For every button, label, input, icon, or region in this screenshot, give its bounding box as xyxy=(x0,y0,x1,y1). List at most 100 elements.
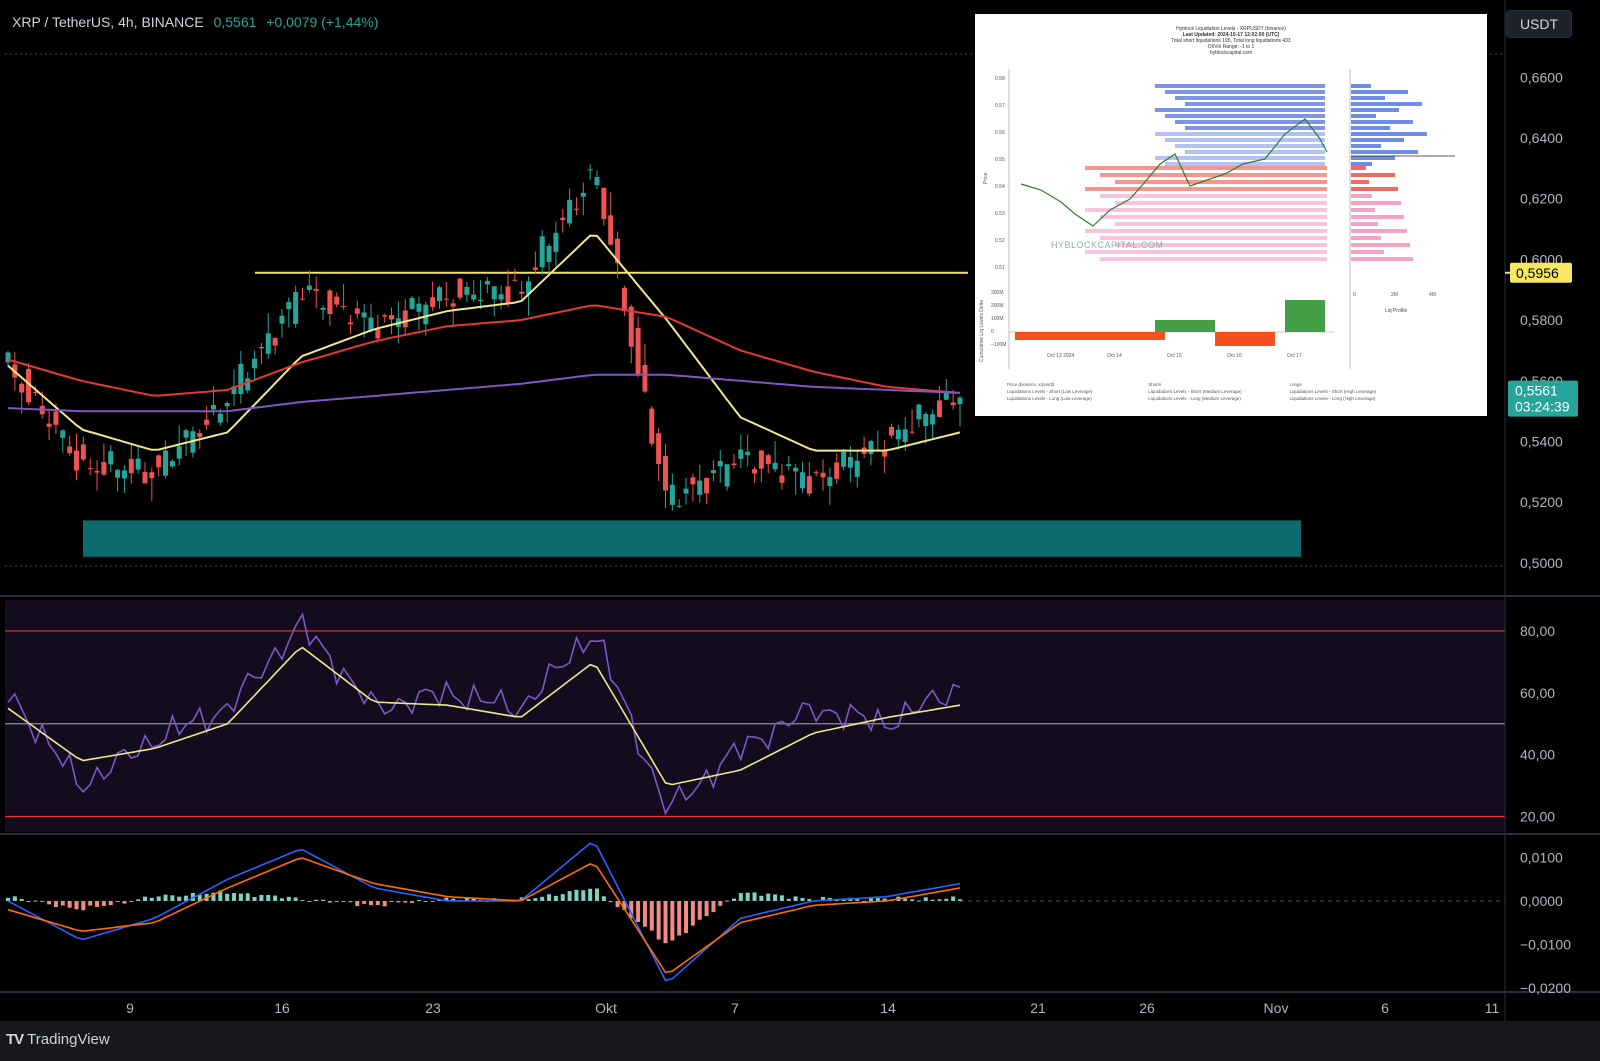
liq-profile-label: Liq Profile xyxy=(1385,308,1408,314)
candle-body xyxy=(19,383,25,393)
macd-histogram-bar xyxy=(745,892,750,901)
candle-body xyxy=(532,267,538,270)
macd-histogram-bar xyxy=(396,900,401,903)
profile-short-bar xyxy=(1351,156,1395,160)
inset-title-line: Total short liquidations 195, Total long… xyxy=(1171,38,1291,44)
macd-histogram-bar xyxy=(142,896,147,901)
candle-body xyxy=(697,480,703,495)
inset-y-tick: 0.55 xyxy=(995,157,1005,163)
candle-body xyxy=(46,423,52,427)
candle-body xyxy=(183,430,189,438)
macd-histogram-bar xyxy=(910,899,915,901)
long-liq-band xyxy=(1100,194,1327,198)
candle-body xyxy=(450,303,456,307)
candle-body xyxy=(779,475,785,483)
candle-body xyxy=(539,236,545,268)
legend-entry: Liquidations Levels - Short (Low Leverag… xyxy=(1007,389,1093,394)
candle-body xyxy=(73,450,79,471)
tradingview-logo[interactable]: TV TradingView xyxy=(6,1031,110,1048)
macd-histogram-bar xyxy=(47,900,52,905)
delta-negative xyxy=(1215,332,1275,346)
macd-histogram-bar xyxy=(622,900,627,910)
legend-entry: Liquidations Levels - Short (Medium Leve… xyxy=(1148,389,1242,394)
brand-name: TradingView xyxy=(27,1031,110,1048)
macd-histogram-bar xyxy=(170,895,175,901)
macd-histogram-bar xyxy=(958,899,962,901)
inset-profile-tick: 2M xyxy=(1391,292,1398,298)
rsi-tick-label: 80,00 xyxy=(1520,623,1555,639)
currency-button[interactable]: USDT xyxy=(1506,10,1572,38)
macd-histogram-bar xyxy=(416,899,421,901)
candle-body xyxy=(484,280,490,285)
macd-histogram-bar xyxy=(629,900,634,919)
price-tick-label: 0,6400 xyxy=(1520,130,1563,146)
macd-histogram-bar xyxy=(19,898,24,901)
macd-histogram-bar xyxy=(60,900,65,906)
candle-body xyxy=(608,215,614,245)
candle-body xyxy=(717,460,723,467)
candle-body xyxy=(108,451,114,465)
candle-body xyxy=(347,322,353,325)
rsi-background xyxy=(5,600,1505,832)
macd-histogram-bar xyxy=(108,900,113,906)
candle-body xyxy=(765,455,771,465)
macd-histogram-bar xyxy=(225,893,230,901)
macd-histogram-bar xyxy=(273,895,278,901)
candle-body xyxy=(32,391,38,394)
candle-body xyxy=(224,403,230,407)
macd-histogram-bar xyxy=(74,900,79,910)
macd-histogram-bar xyxy=(334,900,339,902)
legend-entry: Shorts xyxy=(1148,382,1162,387)
last-price: 0,5561 xyxy=(213,14,257,30)
candle-body xyxy=(573,208,579,210)
macd-histogram-bar xyxy=(314,899,319,901)
macd-histogram-bar xyxy=(149,897,154,901)
macd-histogram-bar xyxy=(471,898,476,901)
profile-short-bar xyxy=(1351,162,1372,166)
macd-histogram-bar xyxy=(286,896,291,901)
inset-legend: Price (binance, xrpusdt) Shorts Longs Li… xyxy=(1007,382,1467,403)
candle-body xyxy=(478,299,484,302)
inset-x-tick: Oct 17 xyxy=(1287,353,1302,359)
inset-y-tick: 0.53 xyxy=(995,211,1005,217)
candle-body xyxy=(464,286,470,295)
inset-sub-y-tick: 0 xyxy=(991,329,994,335)
candle-body xyxy=(197,433,203,438)
inset-x-tick: Oct 14 xyxy=(1107,353,1122,359)
candle-body xyxy=(265,333,271,354)
macd-histogram-bar xyxy=(410,900,415,903)
macd-histogram-bar xyxy=(88,900,93,906)
profile-short-bar xyxy=(1351,114,1376,118)
inset-sub-y-tick: 300M xyxy=(991,290,1004,296)
macd-histogram-bar xyxy=(944,898,949,901)
candle-body xyxy=(909,431,915,433)
macd-histogram-bar xyxy=(903,898,908,901)
inset-price-line xyxy=(1020,118,1328,227)
macd-histogram-bar xyxy=(595,888,600,901)
candle-body xyxy=(245,378,251,391)
candle-body xyxy=(649,408,655,444)
long-liq-band xyxy=(1100,215,1327,219)
macd-histogram-bar xyxy=(368,900,373,906)
short-liq-band xyxy=(1155,108,1325,112)
inset-sub-y-tick: 100M xyxy=(991,316,1004,322)
candle-body xyxy=(286,302,292,309)
candle-body xyxy=(868,441,874,455)
candle-body xyxy=(731,463,737,466)
candle-body xyxy=(121,470,127,479)
inset-sub-y-tick: 200M xyxy=(991,303,1004,309)
candle-body xyxy=(258,346,264,349)
legend-entry: Liquidations Levels - Long (Medium Lever… xyxy=(1148,396,1241,401)
profile-long-bar xyxy=(1351,194,1372,198)
macd-histogram-bar xyxy=(752,892,757,901)
candle-body xyxy=(53,411,59,425)
macd-histogram-bar xyxy=(738,893,743,901)
candle-body xyxy=(889,426,895,436)
macd-histogram-bar xyxy=(800,897,805,901)
profile-short-bar xyxy=(1351,126,1390,130)
macd-histogram-bar xyxy=(355,900,360,907)
macd-line xyxy=(7,842,961,982)
profile-long-bar xyxy=(1351,222,1378,226)
resistance-label-bg xyxy=(1510,262,1572,283)
